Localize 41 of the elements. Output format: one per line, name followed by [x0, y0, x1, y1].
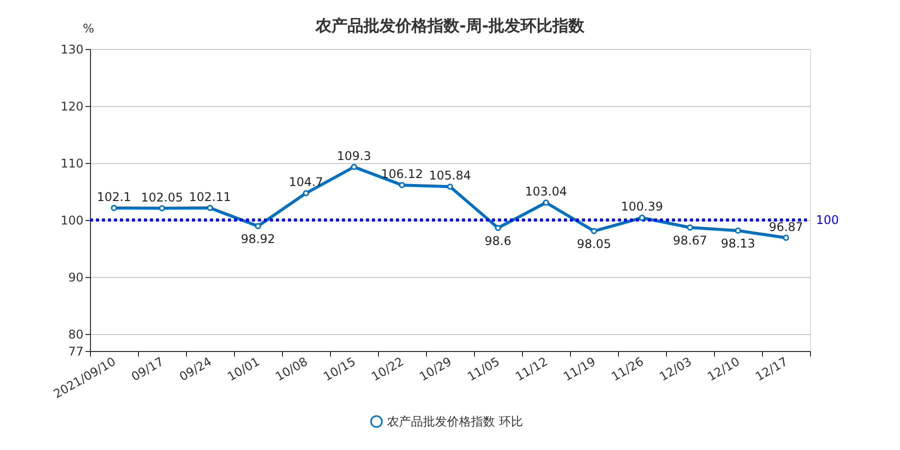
data-label: 104.7 — [288, 175, 324, 190]
y-tick-label: 80 — [68, 327, 84, 342]
data-label: 98.92 — [240, 232, 276, 246]
data-label: 103.04 — [525, 184, 567, 199]
point — [206, 204, 214, 212]
point — [398, 182, 406, 188]
y-tick-label: 120 — [60, 99, 84, 114]
point — [542, 200, 550, 206]
point — [590, 228, 598, 234]
y-tick-label: 100 — [60, 213, 84, 228]
y-tick-label: 90 — [68, 270, 84, 284]
data-label: 102.1 — [96, 190, 132, 204]
data-label: 105.84 — [429, 168, 471, 183]
legend-label: 农产品批发价格指数 环比 — [387, 414, 523, 428]
data-label: 96.87 — [768, 220, 804, 234]
point — [110, 204, 118, 212]
point — [350, 164, 358, 170]
ref-line-label: 100 — [816, 212, 839, 227]
data-label: 106.12 — [381, 167, 423, 182]
y-tick-label: 130 — [60, 42, 84, 56]
point — [782, 234, 790, 241]
data-label: 98.6 — [484, 234, 512, 248]
point — [638, 214, 646, 221]
y-axis-title: % — [82, 22, 94, 36]
data-label: 98.67 — [672, 234, 708, 248]
point — [734, 228, 742, 234]
point — [302, 190, 310, 196]
point — [494, 224, 502, 232]
point — [446, 184, 454, 190]
y-tick-label: 110 — [60, 156, 84, 170]
y-tick-label: 77 — [68, 344, 84, 358]
point — [254, 223, 262, 230]
data-label: 102.05 — [141, 190, 183, 204]
data-label: 98.13 — [720, 236, 756, 251]
point — [158, 205, 166, 212]
chart-title: 农产品批发价格指数-周-批发环比指数 — [314, 16, 586, 35]
data-label: 98.05 — [576, 237, 612, 252]
point — [686, 224, 694, 231]
data-label: 100.39 — [621, 200, 663, 214]
data-label: 109.3 — [336, 148, 372, 163]
data-label: 102.11 — [189, 190, 231, 204]
